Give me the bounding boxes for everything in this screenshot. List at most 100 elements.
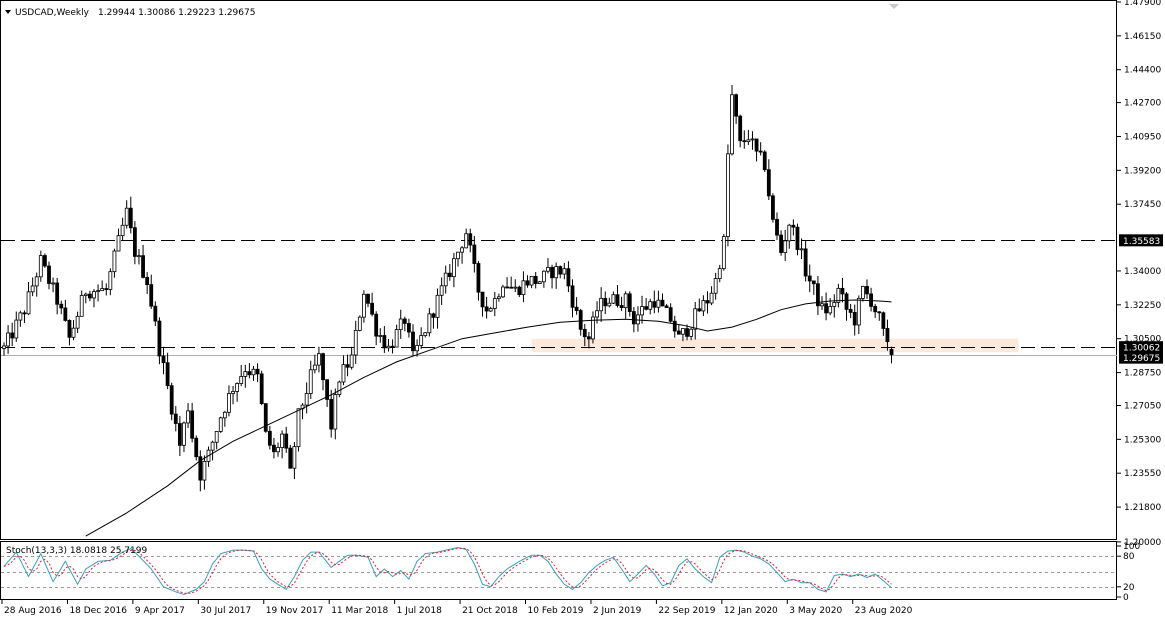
candle-body <box>14 319 19 339</box>
candle-body <box>402 318 407 324</box>
stoch-tick-label: 0 <box>1123 593 1129 603</box>
candle-body <box>149 284 154 307</box>
moving-average-line <box>85 299 892 537</box>
candle-body <box>492 298 497 309</box>
candle-body <box>194 437 199 458</box>
candle-body <box>840 287 845 295</box>
candle-body <box>321 353 325 381</box>
candle-body <box>828 306 833 314</box>
candle-body <box>447 272 452 278</box>
price-tick-label: 1.32250 <box>1124 301 1161 311</box>
candle-body <box>239 376 244 384</box>
candle-body <box>137 255 141 258</box>
price-axis: 1.47900 1.46150 1.44400 1.42700 1.40950 1.392… <box>1117 0 1161 548</box>
candle-body <box>349 354 354 368</box>
time-tick-label: 19 Nov 2017 <box>266 606 324 616</box>
candle-body <box>362 293 366 318</box>
candle-body <box>308 369 313 394</box>
candle-body <box>558 266 563 275</box>
candle-body <box>631 311 636 325</box>
candle-body <box>222 411 227 419</box>
stoch-pane-frame <box>0 541 1117 600</box>
candle-body <box>100 288 105 292</box>
price-pane-frame <box>0 0 1117 540</box>
candle-body <box>595 310 599 318</box>
candle-body <box>423 332 428 336</box>
candle-body <box>280 433 285 448</box>
candle-body <box>357 316 362 331</box>
candle-body <box>676 330 681 335</box>
candle-body <box>517 286 522 296</box>
candle-body <box>157 320 162 357</box>
candle-body <box>51 282 55 285</box>
candle-body <box>312 364 317 371</box>
candle-body <box>578 310 583 330</box>
candle-body <box>501 286 505 298</box>
candle-body <box>693 308 698 330</box>
candle-body <box>26 291 31 315</box>
candle-body <box>758 150 763 153</box>
candle-body <box>766 169 771 197</box>
candle-body <box>570 285 575 308</box>
chevron-down-icon[interactable] <box>5 10 11 14</box>
candle-body <box>636 314 640 325</box>
candle-body <box>59 303 64 309</box>
candle-body <box>6 332 10 347</box>
candle-body <box>468 233 473 246</box>
candle-body <box>644 306 649 310</box>
candle-body <box>386 345 391 349</box>
candle-body <box>333 394 338 430</box>
candle-body <box>112 250 117 273</box>
candle-body <box>341 364 346 383</box>
candle-body <box>288 447 293 469</box>
candle-body <box>398 318 403 330</box>
candle-body <box>865 286 869 295</box>
candle-body <box>521 280 526 296</box>
candle-body <box>419 335 424 346</box>
time-tick-label: 2 Jun 2019 <box>593 606 642 616</box>
candle-body <box>742 140 747 143</box>
candle-body <box>317 353 321 366</box>
time-tick-label: 11 Mar 2018 <box>331 606 388 616</box>
candle-body <box>92 291 96 299</box>
candle-body <box>701 300 706 312</box>
candle-body <box>161 355 166 364</box>
candle-body <box>640 306 644 316</box>
candle-body <box>779 234 783 253</box>
candle-body <box>582 328 587 338</box>
candle-body <box>63 307 68 321</box>
candle-body <box>439 285 444 296</box>
price-label-box <box>1119 351 1163 364</box>
price-tick-label: 1.20000 <box>1124 538 1161 548</box>
candle-body <box>214 431 219 443</box>
price-label-text: 1.35583 <box>1123 237 1160 247</box>
price-tick-label: 1.39200 <box>1124 166 1161 176</box>
candle-body <box>505 286 509 289</box>
candle-body <box>730 94 734 155</box>
price-tick-label: 1.25300 <box>1124 435 1161 445</box>
candle-body <box>529 276 534 286</box>
candle-body <box>697 308 702 312</box>
chart-shift-marker-icon[interactable] <box>889 4 899 9</box>
candle-body <box>337 381 342 396</box>
candle-body <box>227 393 231 413</box>
candle-body <box>824 303 828 314</box>
candle-body <box>145 276 150 286</box>
candle-body <box>832 301 837 307</box>
candle-body <box>366 293 370 304</box>
candle-body <box>652 301 657 308</box>
candle-body <box>182 422 186 446</box>
candle-body <box>18 312 23 321</box>
candle-body <box>43 255 47 267</box>
candle-body <box>795 226 800 250</box>
candle-body <box>836 287 841 303</box>
candle-body <box>660 299 665 307</box>
candle-body <box>574 306 579 311</box>
time-tick-label: 10 Feb 2019 <box>528 606 584 616</box>
candle-body <box>427 313 432 334</box>
candle-body <box>603 297 608 307</box>
candle-body <box>2 345 6 349</box>
